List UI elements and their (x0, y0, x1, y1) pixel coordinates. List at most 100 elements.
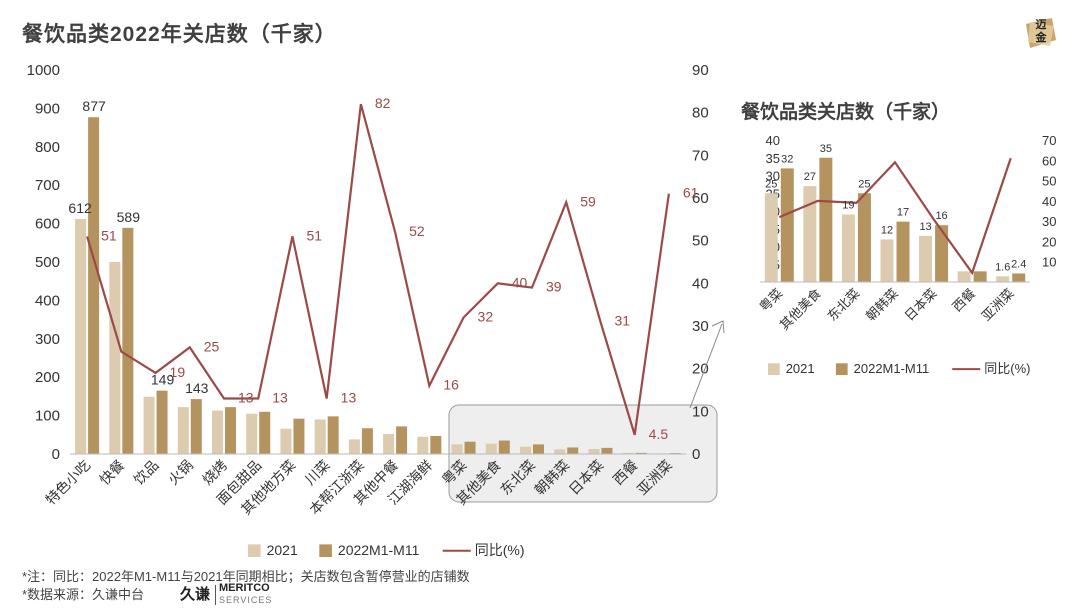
bar-2022 (396, 426, 408, 454)
bar-2021 (841, 214, 855, 282)
y-right-tick-label: 30 (692, 318, 709, 335)
y-left-tick-label: 30 (766, 169, 780, 184)
bar-2022 (361, 428, 373, 454)
x-category-label: 西餐 (949, 286, 978, 315)
y-left-tick-label: 35 (766, 151, 780, 166)
legend-label: 同比(%) (475, 542, 525, 558)
y-left-tick-label: 200 (35, 369, 60, 386)
line-label: 19 (170, 364, 186, 380)
y-right-tick-label: 80 (692, 105, 709, 122)
bar-2021 (520, 446, 531, 454)
bar-2021 (622, 452, 634, 454)
bar-2021 (996, 276, 1010, 282)
y-left-tick-label: 900 (35, 100, 60, 117)
y-left-tick-label: 100 (35, 408, 60, 425)
bar-2022 (88, 117, 100, 455)
bar-2022 (935, 225, 949, 282)
y-left-tick-label: 600 (35, 216, 60, 233)
y-left-tick-label: 500 (35, 254, 60, 271)
logo-icon (1026, 18, 1056, 48)
bar-2021 (314, 419, 326, 454)
bar-2021 (554, 449, 566, 454)
line-label: 40 (512, 274, 528, 290)
bar-2022 (635, 452, 647, 454)
x-category-label: 火锅 (165, 457, 196, 488)
x-category-label: 饮品 (131, 457, 162, 488)
line-label: 59 (580, 193, 596, 209)
y-right-tick-label: 20 (1042, 234, 1056, 249)
bar-2022 (122, 227, 134, 454)
brand-divider (215, 585, 216, 605)
line-label: 61 (683, 185, 699, 201)
bar-label-2022: 877 (82, 98, 106, 114)
logo-text: 迈金 (1035, 19, 1047, 44)
bar-label-2022: 149 (151, 372, 175, 388)
y-left-tick-label: 40 (766, 133, 780, 148)
bar-2021 (280, 428, 292, 454)
y-left-tick-label: 800 (35, 139, 60, 156)
bar-2022 (857, 193, 871, 282)
legend-label: 2022M1-M11 (854, 361, 930, 376)
page-title: 餐饮品类2022年关店数（千家） (22, 23, 337, 46)
bar-2022 (896, 221, 910, 282)
bar-2021 (177, 407, 189, 454)
bar-2021 (588, 449, 600, 454)
bar-2022 (430, 435, 442, 454)
inset-bar-label-2021: 25 (765, 178, 777, 190)
y-right-tick-label: 60 (1042, 153, 1056, 168)
brand-logo-en: MERITCO (219, 582, 270, 594)
y-right-tick-label: 20 (692, 361, 709, 378)
y-left-tick-label: 0 (52, 446, 60, 463)
bar-2021 (803, 186, 817, 282)
zoom-arrow-head (711, 320, 725, 334)
zoom-arrow-line (689, 323, 723, 409)
bar-label-2022: 143 (185, 380, 209, 396)
y-right-tick-label: 30 (1042, 214, 1056, 229)
line-label: 13 (272, 390, 288, 406)
bar-2021 (451, 444, 463, 454)
brand-logo-cn: 久谦 (180, 586, 211, 603)
y-right-tick-label: 10 (692, 403, 709, 420)
y-right-tick-label: 60 (692, 190, 709, 207)
footnote: *注：同比：2022年M1-M11与2021年同期相比；关店数包含暂停营业的店铺… (22, 569, 470, 584)
legend-label: 2022M1-M11 (338, 542, 420, 558)
line-label: 51 (101, 227, 117, 243)
y-right-tick-label: 70 (1042, 133, 1056, 148)
line-label: 31 (614, 313, 630, 329)
bar-2021 (764, 193, 778, 282)
inset-bar-label-2022: 25 (858, 178, 870, 190)
bar-2022 (1012, 273, 1026, 282)
x-category-label: 特色小吃 (42, 457, 93, 508)
legend-swatch-2021 (248, 544, 261, 557)
bar-2021 (919, 235, 933, 282)
legend-label: 同比(%) (984, 361, 1030, 376)
bar-label-2022: 589 (117, 209, 141, 225)
bar-2022 (293, 418, 305, 454)
bar-2022 (498, 440, 510, 454)
bar-2021 (880, 239, 894, 282)
bar-2021 (143, 396, 155, 454)
y-right-tick-label: 10 (1042, 255, 1056, 270)
line-label: 51 (306, 227, 322, 243)
legend-label: 2021 (267, 542, 298, 558)
x-category-label: 朝韩菜 (863, 286, 901, 324)
y-right-tick-label: 50 (692, 233, 709, 250)
bar-2021 (417, 436, 429, 454)
x-category-label: 东北菜 (824, 286, 862, 324)
y-left-tick-label: 300 (35, 331, 60, 348)
yoy-line (778, 157, 1012, 276)
inset-bar-label-2022: 16 (935, 210, 947, 222)
bar-2022 (464, 441, 476, 454)
inset-title: 餐饮品类关店数（千家） (741, 100, 950, 123)
bar-2021 (109, 262, 121, 454)
line-label: 13 (238, 390, 254, 406)
bar-2022 (567, 447, 579, 454)
line-label: 13 (341, 390, 357, 406)
inset-bar-label-2021: 12 (881, 224, 893, 236)
bar-2021 (246, 413, 258, 454)
x-category-label: 亚洲菜 (979, 286, 1017, 324)
yoy-line (86, 103, 670, 436)
y-right-tick-label: 40 (692, 275, 709, 292)
legend-label: 2021 (786, 361, 815, 376)
